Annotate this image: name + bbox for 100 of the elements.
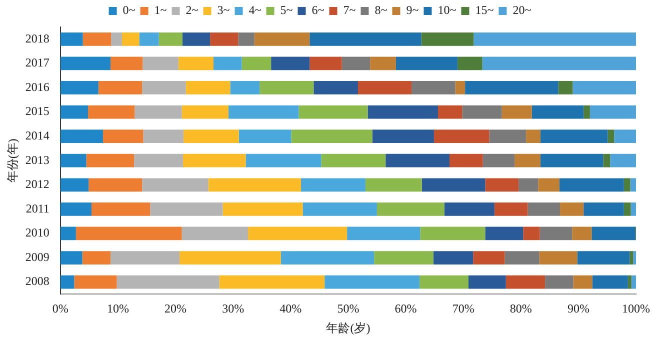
bar xyxy=(180,251,281,264)
bar xyxy=(603,154,610,168)
bar xyxy=(82,32,112,46)
bar xyxy=(186,81,230,94)
bar xyxy=(260,81,314,94)
y-tick-label: 2016 xyxy=(25,80,50,94)
bar xyxy=(545,275,574,289)
x-tick-label: 0% xyxy=(52,302,68,316)
bar xyxy=(271,56,310,70)
bar xyxy=(412,81,456,94)
bar xyxy=(139,32,159,46)
bar xyxy=(577,251,630,264)
bar xyxy=(182,226,248,240)
bar xyxy=(514,154,540,168)
bar xyxy=(518,178,538,192)
bar xyxy=(74,275,117,289)
bar xyxy=(314,81,358,94)
bar xyxy=(110,56,143,70)
bar xyxy=(60,81,98,94)
bar xyxy=(368,105,438,119)
bar xyxy=(358,81,412,94)
bar xyxy=(624,202,631,216)
y-tick-label: 2018 xyxy=(25,31,50,46)
bar xyxy=(134,154,184,168)
bar xyxy=(60,56,110,70)
y-axis-title: 年份(年) xyxy=(5,138,20,183)
bar xyxy=(592,226,636,240)
bar xyxy=(628,275,632,289)
bar xyxy=(474,32,636,46)
bar xyxy=(559,178,624,192)
x-tick-label: 80% xyxy=(510,302,532,316)
bar xyxy=(630,178,636,192)
bar xyxy=(633,251,636,264)
bar xyxy=(572,81,636,94)
y-tick-label: 2013 xyxy=(25,152,50,167)
x-tick-label: 70% xyxy=(452,302,474,316)
legend-label: 2~ xyxy=(186,3,199,18)
y-tick-label: 2010 xyxy=(25,226,50,240)
bar xyxy=(182,32,210,46)
bar xyxy=(624,178,630,192)
bar xyxy=(310,56,342,70)
bar xyxy=(142,81,186,94)
bar xyxy=(485,178,519,192)
legend-label: 1~ xyxy=(154,3,168,18)
bar xyxy=(143,130,184,143)
bar xyxy=(465,81,558,94)
y-tick-label: 2009 xyxy=(25,250,50,264)
bar xyxy=(468,275,506,289)
bar xyxy=(86,154,134,168)
bar xyxy=(420,275,468,289)
legend-label: 4~ xyxy=(248,3,262,18)
bar xyxy=(560,202,584,216)
bar xyxy=(60,154,86,168)
bar xyxy=(370,56,396,70)
bar xyxy=(184,130,239,143)
legend-label: 5~ xyxy=(280,3,294,18)
bar xyxy=(433,251,474,264)
bar xyxy=(88,105,135,119)
bar xyxy=(219,275,325,289)
bar xyxy=(614,130,636,143)
legend-label: 15~ xyxy=(475,3,494,18)
legend-label: 0~ xyxy=(122,3,136,18)
bar xyxy=(238,32,254,46)
legend-label: 9~ xyxy=(406,3,420,18)
bar xyxy=(102,130,144,143)
bar xyxy=(230,81,260,94)
bar xyxy=(150,202,223,216)
bar xyxy=(372,130,434,143)
bar xyxy=(347,226,420,240)
bar xyxy=(248,226,348,240)
bar xyxy=(592,275,628,289)
bar xyxy=(421,32,474,46)
bar xyxy=(91,202,150,216)
bar xyxy=(182,105,228,119)
bar xyxy=(455,81,466,94)
bar xyxy=(630,251,634,264)
x-tick-label: 100% xyxy=(622,302,650,316)
bar xyxy=(291,130,372,143)
x-tick-label: 20% xyxy=(164,302,187,316)
bar xyxy=(482,56,636,70)
x-tick-label: 30% xyxy=(222,302,244,316)
bar xyxy=(301,178,366,192)
bar xyxy=(242,56,272,70)
bar xyxy=(590,105,636,119)
bar xyxy=(572,226,592,240)
bar xyxy=(523,226,540,240)
bar xyxy=(60,130,103,143)
x-tick-label: 50% xyxy=(337,302,360,316)
bar xyxy=(238,130,292,143)
bar xyxy=(473,251,505,264)
bar xyxy=(280,251,374,264)
y-tick-label: 2011 xyxy=(26,201,50,216)
bar xyxy=(573,275,592,289)
bar xyxy=(134,105,182,119)
bar xyxy=(610,154,636,168)
bar xyxy=(302,202,377,216)
bar xyxy=(298,105,368,119)
legend-label: 10~ xyxy=(438,3,457,18)
bar xyxy=(494,202,528,216)
bar xyxy=(228,105,299,119)
